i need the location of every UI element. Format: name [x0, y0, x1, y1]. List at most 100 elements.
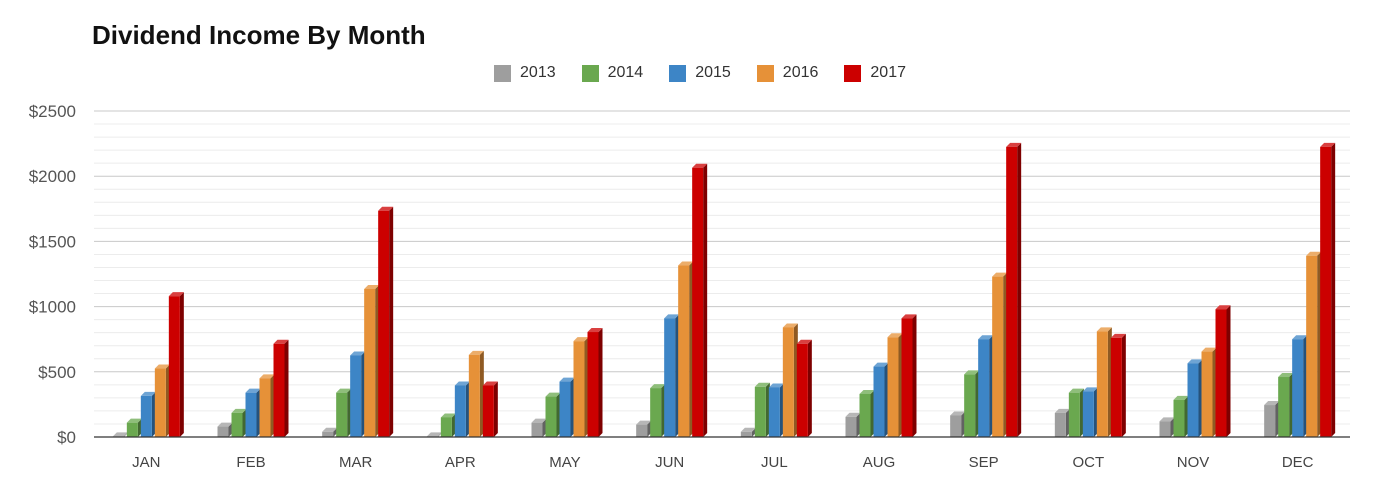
bar-2015-aug [873, 366, 885, 437]
bar-2014-may [545, 396, 557, 437]
legend-item-2013: 2013 [494, 64, 556, 82]
bar-top [650, 384, 666, 389]
bar-top [887, 333, 903, 338]
bar-2015-jan [140, 395, 152, 437]
bar-top [1278, 373, 1294, 378]
bar-2014-jul [754, 386, 766, 437]
bar-top [454, 381, 470, 386]
bar-2017-jul [796, 343, 808, 437]
bar-2015-may [559, 381, 571, 437]
x-tick-label: MAR [339, 454, 373, 471]
bar-top [468, 350, 484, 355]
bar-top [1096, 327, 1112, 332]
bar-2016-mar [364, 288, 376, 437]
x-tick-label: AUG [863, 454, 896, 471]
bar-top [1173, 395, 1189, 400]
bar-top [545, 392, 561, 397]
bar-2017-mar [378, 210, 390, 437]
bar-side [389, 206, 394, 437]
legend-swatch-2015 [669, 64, 687, 82]
chart-title: Dividend Income By Month [92, 20, 426, 50]
y-tick-label: $1500 [29, 232, 76, 251]
bar-side [284, 339, 289, 437]
bar-top [1068, 388, 1084, 393]
bar-2014-mar [336, 392, 348, 437]
bar-2017-sep [1006, 146, 1018, 438]
bar-2014-apr [440, 417, 452, 437]
legend-swatch-2013 [494, 64, 512, 82]
bar-top [950, 411, 966, 416]
bar-2014-nov [1173, 399, 1185, 437]
bar-top [426, 432, 442, 437]
bar-2013-mar [322, 431, 334, 437]
bar-2016-dec [1306, 255, 1318, 437]
bar-2013-dec [1264, 405, 1276, 437]
bar-top [217, 422, 233, 427]
bar-2013-may [531, 422, 543, 437]
bar-2016-sep [992, 276, 1004, 437]
legend-item-2015: 2015 [669, 64, 731, 82]
bar-2016-jul [782, 327, 794, 437]
bar-2017-nov [1215, 309, 1227, 437]
bar-2014-jan [126, 422, 138, 437]
bar-top [740, 427, 756, 432]
bar-2014-jun [650, 388, 662, 437]
bar-2013-feb [217, 426, 229, 437]
bar-2014-aug [859, 393, 871, 437]
bar-top [978, 335, 994, 340]
bar-top [378, 206, 394, 211]
bar-top [859, 389, 875, 394]
bar-side [598, 328, 603, 437]
bar-2015-feb [245, 392, 257, 437]
legend-item-2016: 2016 [756, 64, 818, 82]
bar-top [992, 272, 1008, 277]
bar-2015-dec [1292, 339, 1304, 437]
legend-label-2017: 2017 [870, 64, 906, 81]
bar-2017-jun [692, 167, 704, 437]
bar-2015-mar [350, 355, 362, 437]
bar-2016-may [573, 341, 585, 437]
bar-top [168, 292, 184, 297]
bar-top [692, 163, 708, 168]
bar-top [636, 420, 652, 425]
bar-top [587, 328, 603, 333]
bar-2015-jul [768, 387, 780, 437]
bar-top [482, 381, 498, 386]
bar-top [259, 374, 275, 379]
bar-2015-nov [1187, 363, 1199, 437]
bar-top [678, 261, 694, 266]
legend-item-2017: 2017 [844, 64, 906, 82]
legend-label-2013: 2013 [520, 64, 556, 81]
bar-top [1054, 408, 1070, 413]
bar-2013-nov [1159, 421, 1171, 437]
bar-top [1006, 142, 1022, 147]
bar-2017-apr [482, 385, 494, 437]
legend-swatch-2017 [844, 64, 862, 82]
bar-top [901, 314, 917, 319]
bar-2017-dec [1320, 146, 1332, 438]
bar-2016-feb [259, 378, 271, 437]
bar-side [1226, 305, 1231, 437]
bar-top [845, 412, 861, 417]
bar-top [112, 432, 128, 437]
bar-2013-aug [845, 416, 857, 437]
legend-item-2014: 2014 [581, 64, 644, 82]
chart-legend: 2013 2014 2015 2016 2017 [0, 64, 1400, 82]
bar-top [1082, 387, 1098, 392]
bar-top [754, 382, 770, 387]
bar-2016-nov [1201, 351, 1213, 437]
bar-top [154, 364, 170, 369]
bar-top [126, 418, 142, 423]
bar-top [350, 351, 366, 356]
bar-top [1306, 251, 1322, 256]
bar-top [573, 337, 589, 342]
y-tick-label: $0 [57, 428, 76, 447]
y-tick-label: $1000 [29, 298, 76, 317]
legend-label-2014: 2014 [607, 64, 644, 81]
x-tick-label: APR [445, 454, 476, 471]
bar-side [1121, 333, 1126, 437]
bar-top [273, 339, 289, 344]
bar-2015-apr [454, 385, 466, 437]
bar-2017-jan [168, 296, 180, 437]
bar-top [782, 323, 798, 328]
